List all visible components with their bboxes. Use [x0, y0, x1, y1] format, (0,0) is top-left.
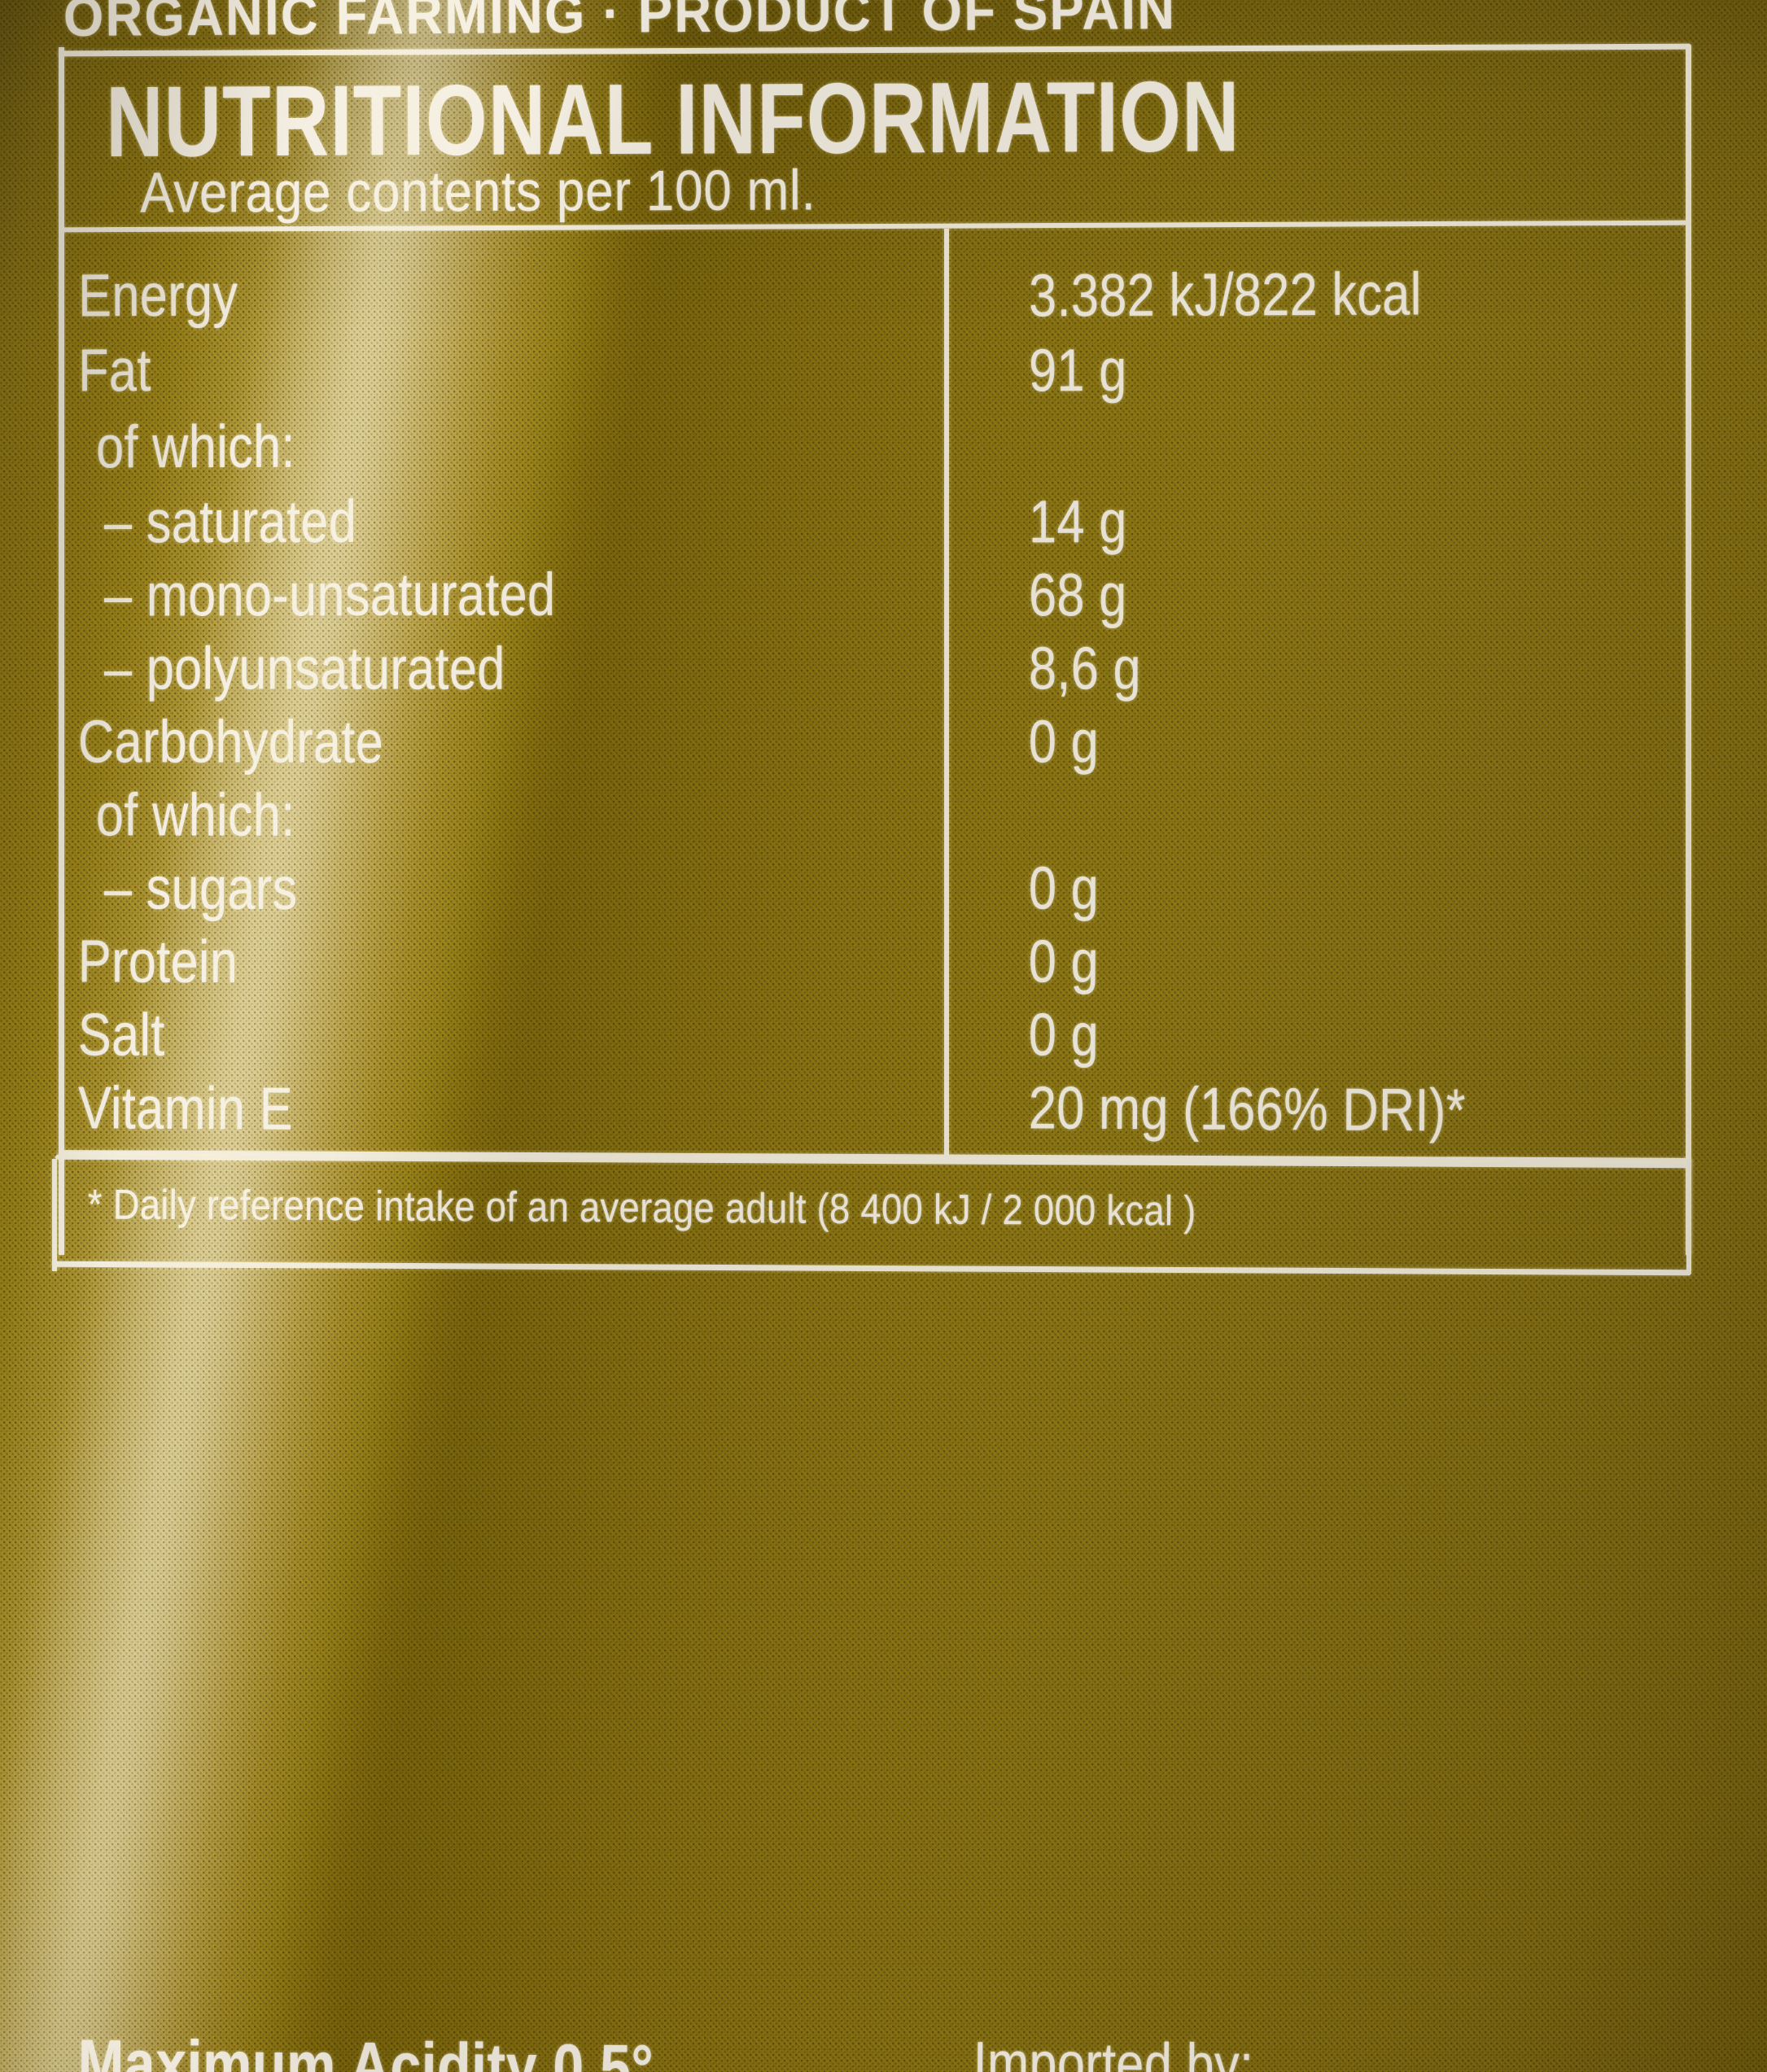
- imported-by-text: Imported by:: [973, 2029, 1254, 2072]
- panel-subtitle: Average contents per 100 ml.: [140, 157, 816, 225]
- daily-reference-footnote: * Daily reference intake of an average a…: [87, 1182, 1196, 1235]
- nutrient-label: Energy: [78, 260, 238, 329]
- nutrient-value: 68 g: [1029, 561, 1127, 628]
- nutrient-label: Protein: [77, 927, 238, 995]
- maximum-acidity-text: Maximum Acidity 0,5°: [77, 2026, 654, 2072]
- nutrient-value: 20 mg (166% DRI)*: [1028, 1073, 1466, 1144]
- nutrient-label: – saturated: [104, 487, 357, 555]
- nutrient-label: – mono-unsaturated: [104, 560, 556, 628]
- nutrient-value: 14 g: [1029, 487, 1127, 555]
- nutrient-value: 0 g: [1028, 854, 1100, 922]
- nutrient-label: – polyunsaturated: [103, 634, 505, 702]
- panel-border-right: [1686, 47, 1691, 1255]
- nutrient-value: 0 g: [1028, 1000, 1100, 1069]
- footnote-border-left: [52, 1159, 57, 1271]
- nutrient-label: Fat: [78, 335, 151, 404]
- organic-origin-strip: ORGANIC FARMING · PRODUCT OF SPAIN: [63, 0, 1177, 48]
- panel-border-left: [59, 47, 64, 1255]
- nutrient-value: 91 g: [1029, 335, 1127, 404]
- nutrient-value: 0 g: [1028, 707, 1100, 776]
- nutrient-label: Vitamin E: [77, 1073, 294, 1143]
- nutrient-label: of which:: [95, 780, 295, 849]
- nutrient-value: 0 g: [1028, 927, 1100, 995]
- footnote-border-right: [1686, 1159, 1691, 1271]
- nutrient-value: 8,6 g: [1028, 634, 1141, 702]
- nutrient-label: of which:: [96, 412, 295, 480]
- nutrient-label: Carbohydrate: [77, 707, 384, 776]
- nutrient-label: – sugars: [103, 854, 298, 922]
- nutrient-value: 3.382 kJ/822 kcal: [1029, 260, 1422, 329]
- nutrient-label: Salt: [77, 1000, 165, 1069]
- table-column-divider: [944, 229, 949, 1156]
